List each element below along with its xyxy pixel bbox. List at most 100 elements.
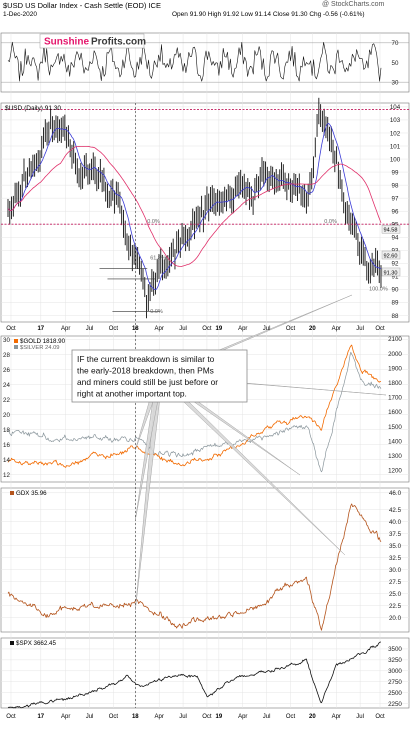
usd-tick-label: 91 [392,274,399,281]
x-tick-label-top: 19 [216,326,223,332]
gold-tick-label: 2000 [388,351,402,358]
gold-tick-label: 1500 [388,424,402,431]
chart-title: $USD US Dollar Index - Cash Settle (EOD)… [3,1,161,10]
x-tick-label-top: Oct [375,326,385,332]
usd-tick-label: 104 [390,104,401,111]
annotation-line: IF the current breakdown is similar to [77,354,215,364]
x-tick-label-top: Jul [179,326,187,332]
price-tag-label: 92.60 [384,253,398,259]
gdx-tick-label: 22.5 [389,603,402,610]
annotation-layer: Sunshine Profits.com IF the current breakd… [1,33,409,708]
x-tick-label-bottom: Apr [332,714,341,720]
silver-tick-label: 20 [3,412,10,419]
x-tick-label-bottom: Oct [375,714,385,720]
silver-tick-label: 22 [3,397,10,404]
usd-tick-label: 89 [392,300,399,307]
silver-tick-label: 18 [3,427,10,434]
price-tag-box [381,225,401,234]
chart-header: $USD US Dollar Index - Cash Settle (EOD)… [0,0,410,30]
usd-tick-label: 96 [392,208,399,215]
x-tick-label-top: Jul [86,326,94,332]
x-tick-label-top: Apr [332,326,341,332]
annotation-line: right at another important top. [77,389,187,399]
usd-tick-label: 102 [390,130,401,137]
panel-frame-rsi [0,32,410,93]
usd-tick-label: 92 [392,261,399,268]
fib-label: 61.8% [150,255,166,261]
x-tick-label-bottom: 18 [132,714,139,720]
gdx-legend-swatch [10,491,14,495]
usd-tick-label: 100 [390,156,401,163]
gdx-tick-label: 27.5 [389,579,402,586]
spx-tick-label: 2500 [388,690,402,697]
x-tick-label-top: Jul [263,326,271,332]
x-tick-label-top: 17 [37,326,44,332]
logo-box [39,33,145,49]
spx-tick-label: 3000 [388,668,402,675]
gdx-tick-label: 37.5 [389,531,402,538]
fib-label: 100.0% [369,287,388,293]
silver-legend: $SILVER 24.09 [20,345,60,351]
x-tick-label-bottom: Oct [109,714,119,720]
gdx-legend: GDX 35.96 [16,490,47,497]
price-tag-box [381,267,401,277]
x-tick-label-top: Jul [356,326,364,332]
gdx-tick-label: 35.0 [389,543,402,550]
x-tick-label-top: 18 [132,326,139,332]
spx-tick-label: 3250 [388,657,402,664]
silver-tick-label: 12 [3,472,10,479]
x-tick-label-top: Oct [286,326,296,332]
x-tick-label-bottom: Oct [202,714,212,720]
annotation-line: the early-2018 breakdown, then PMs [77,366,214,376]
gdx-tick-label: 32.5 [389,555,402,562]
panel-frame-gdx [0,487,410,633]
x-tick-label-top: Oct [6,326,16,332]
silver-tick-label: 28 [3,352,10,359]
gold-tick-label: 1800 [388,380,402,387]
usd-legend: $USD (Daily) 91.30 [5,105,61,112]
gold-legend-swatch [14,339,18,343]
fib-label: 0.0% [150,309,163,315]
x-tick-label-top: Apr [61,326,70,332]
x-tick-label-bottom: Jul [263,714,271,720]
gdx-tick-label: 20.0 [389,615,402,622]
usd-tick-label: 98 [392,182,399,189]
rsi-tick-label: 30 [392,79,399,86]
panel-frame-usd [0,102,410,323]
silver-tick-label: 16 [3,442,10,449]
x-tick-label-bottom: Apr [61,714,70,720]
gold-line [7,344,382,468]
silver-tick-label: 24 [3,382,10,389]
x-tick-label-top: Oct [109,326,119,332]
x-tick-label-top: Apr [155,326,164,332]
silver-legend-swatch [14,345,18,349]
panel-frame-gs [0,335,410,483]
gdx-line [7,503,382,631]
chart-date: 1-Dec-2020 [3,11,37,18]
spx-legend: $SPX 3662.45 [16,640,56,647]
annotation-box [71,349,248,403]
gold-tick-label: 1200 [388,468,402,475]
usd-tick-label: 101 [390,143,401,150]
annotation-line: and miners could still be just before or [77,377,218,387]
usd-tick-label: 88 [392,313,399,320]
logo-text-profits: Profits.com [91,37,146,48]
gold-tick-label: 1600 [388,409,402,416]
gdx-tick-label: 25.0 [389,591,402,598]
gold-tick-label: 1300 [388,453,402,460]
gold-tick-label: 2100 [388,336,402,343]
fib-label: 0.0% [147,219,160,225]
gold-tick-label: 1700 [388,395,402,402]
x-tick-label-top: 20 [309,326,316,332]
x-tick-label-bottom: 17 [37,714,44,720]
rsi-line [7,41,382,82]
rsi-tick-label: 50 [392,60,399,67]
price-tag-label: 91.30 [384,270,398,276]
x-tick-label-bottom: Jul [356,714,364,720]
logo-text-sunshine: Sunshine [44,37,89,48]
spx-tick-label: 2750 [388,679,402,686]
gdx-tick-label: 46.0 [389,490,402,497]
x-tick-label-bottom: Oct [286,714,296,720]
tick-labels: 7050301041031021011009998979695949392919… [3,40,402,720]
